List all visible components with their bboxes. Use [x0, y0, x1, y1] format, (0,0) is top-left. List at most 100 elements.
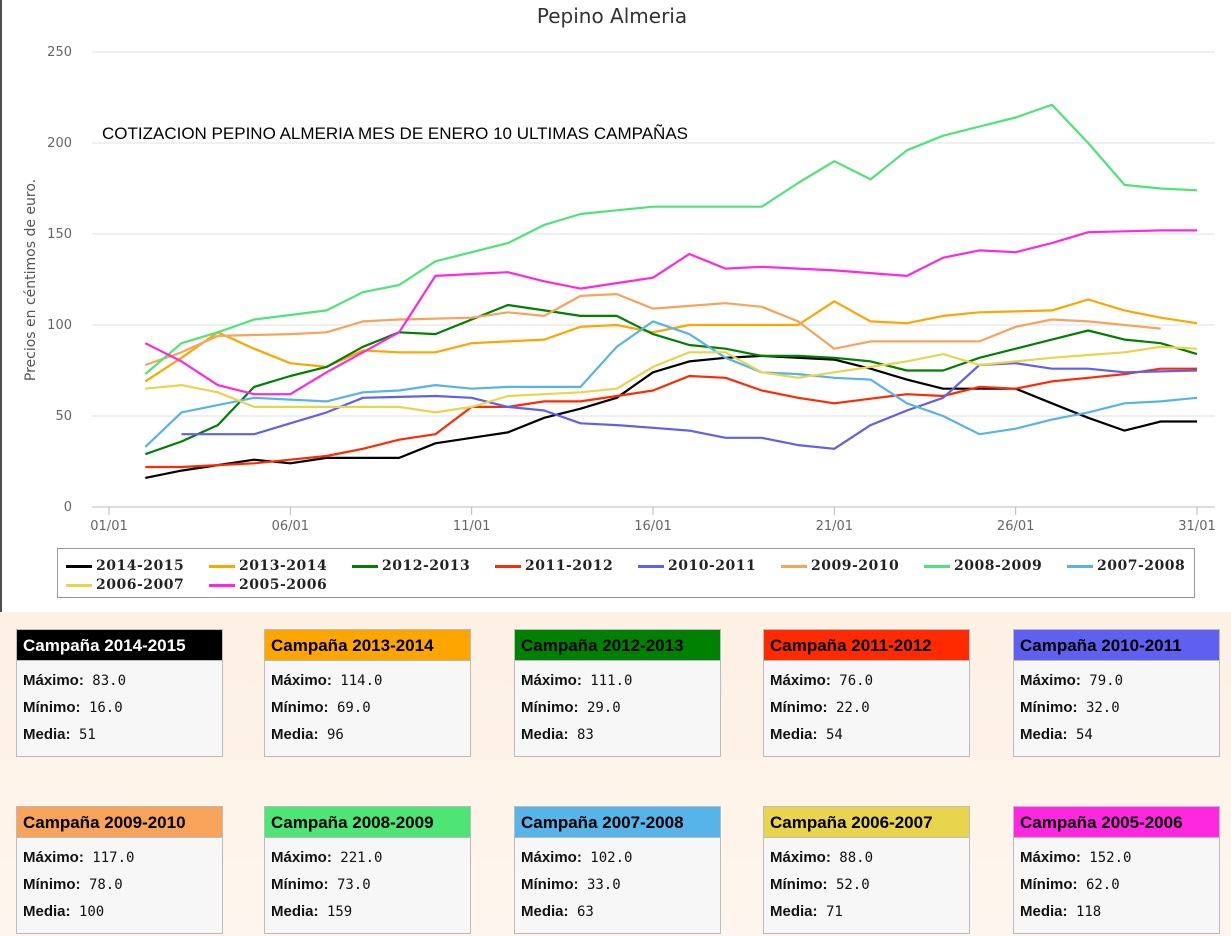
legend-swatch — [209, 564, 235, 568]
legend-label: 2007-2008 — [1097, 558, 1186, 574]
stat-value-max: 76.0 — [839, 673, 873, 689]
stat-label-min: Mínimo: — [521, 699, 579, 716]
legend-item-2011-2012[interactable]: 2011-2012 — [495, 557, 613, 575]
stat-row-avg: Media: 54 — [770, 721, 969, 748]
stat-row-max: Máximo: 114.0 — [271, 667, 470, 694]
campaign-stat-body: Máximo: 114.0 Mínimo: 69.0 Media: 96 — [264, 661, 471, 757]
stat-label-max: Máximo: — [23, 849, 84, 866]
y-tick-label: 150 — [47, 227, 72, 242]
legend-item-2009-2010[interactable]: 2009-2010 — [781, 557, 899, 575]
stat-value-max: 83.0 — [92, 673, 126, 689]
stat-label-avg: Media: — [770, 903, 818, 920]
legend-item-2010-2011[interactable]: 2010-2011 — [638, 557, 756, 575]
chart-annotation: COTIZACION PEPINO ALMERIA MES DE ENERO 1… — [102, 124, 688, 143]
campaign-stat-card: Campaña 2008-2009 Máximo: 221.0 Mínimo: 73… — [264, 806, 471, 934]
legend-swatch — [209, 583, 235, 587]
series-line-2009-2010 — [144, 293, 1161, 367]
legend-label: 2010-2011 — [668, 558, 757, 574]
stat-row-max: Máximo: 111.0 — [521, 667, 720, 694]
stat-label-min: Mínimo: — [770, 699, 828, 716]
series-line-2011-2012 — [145, 367, 1197, 469]
campaign-stat-title: Campaña 2007-2008 — [514, 806, 721, 838]
campaign-stat-card: Campaña 2012-2013 Máximo: 111.0 Mínimo: 29… — [514, 629, 721, 757]
stat-value-avg: 159 — [326, 904, 353, 920]
legend-label: 2009-2010 — [811, 558, 900, 574]
stat-row-avg: Media: 100 — [23, 898, 222, 925]
series-line-2005-2006 — [144, 229, 1197, 396]
stat-label-avg: Media: — [521, 903, 569, 920]
stat-label-min: Mínimo: — [23, 699, 81, 716]
legend-label: 2006-2007 — [96, 577, 185, 593]
y-axis-label: Precios en céntimos de euro. — [23, 179, 39, 381]
legend-item-2008-2009[interactable]: 2008-2009 — [924, 557, 1042, 575]
campaign-stat-title: Campaña 2010-2011 — [1013, 629, 1220, 661]
x-tick-label: 06/01 — [272, 519, 309, 534]
campaign-stat-card: Campaña 2007-2008 Máximo: 102.0 Mínimo: 33… — [514, 806, 721, 934]
legend-swatch — [66, 583, 92, 587]
x-tick-label: 11/01 — [453, 519, 490, 534]
stat-label-min: Mínimo: — [1020, 876, 1078, 893]
legend-label: 2011-2012 — [525, 558, 614, 574]
legend-swatch — [495, 564, 521, 568]
stat-row-min: Mínimo: 16.0 — [23, 694, 222, 721]
campaign-stat-body: Máximo: 79.0 Mínimo: 32.0 Media: 54 — [1013, 661, 1220, 757]
stat-row-avg: Media: 96 — [271, 721, 470, 748]
stat-row-min: Mínimo: 29.0 — [521, 694, 720, 721]
line-chart: Pepino Almeria COTIZACION PEPINO ALMERIA… — [23, 4, 1216, 534]
stat-value-avg: 118 — [1075, 904, 1102, 920]
stat-value-max: 152.0 — [1089, 850, 1132, 866]
stat-label-min: Mínimo: — [271, 876, 329, 893]
legend-swatch — [924, 564, 950, 568]
stat-label-avg: Media: — [1020, 903, 1068, 920]
stat-label-min: Mínimo: — [23, 876, 81, 893]
stat-value-avg: 51 — [78, 727, 96, 743]
stat-label-max: Máximo: — [271, 672, 332, 689]
stat-label-avg: Media: — [770, 726, 818, 743]
stat-row-max: Máximo: 152.0 — [1020, 844, 1219, 871]
legend-item-2013-2014[interactable]: 2013-2014 — [209, 557, 327, 575]
legend-label: 2013-2014 — [239, 558, 328, 574]
stat-value-min: 69.0 — [336, 700, 371, 716]
campaign-stat-card: Campaña 2006-2007 Máximo: 88.0 Mínimo: 52.… — [763, 806, 970, 934]
legend-item-2007-2008[interactable]: 2007-2008 — [1067, 557, 1185, 575]
legend-item-2006-2007[interactable]: 2006-2007 — [66, 576, 184, 594]
series-layer — [144, 103, 1198, 479]
stat-label-max: Máximo: — [1020, 672, 1081, 689]
stat-row-max: Máximo: 88.0 — [770, 844, 969, 871]
legend-label: 2008-2009 — [954, 558, 1043, 574]
stat-row-min: Mínimo: 22.0 — [770, 694, 969, 721]
stat-row-avg: Media: 51 — [23, 721, 222, 748]
stat-row-avg: Media: 63 — [521, 898, 720, 925]
stat-row-avg: Media: 118 — [1020, 898, 1219, 925]
campaign-stat-body: Máximo: 83.0 Mínimo: 16.0 Media: 51 — [16, 661, 223, 757]
stat-row-max: Máximo: 79.0 — [1020, 667, 1219, 694]
stat-row-min: Mínimo: 33.0 — [521, 871, 720, 898]
stat-label-min: Mínimo: — [521, 876, 579, 893]
legend-item-2014-2015[interactable]: 2014-2015 — [66, 557, 184, 575]
x-tick-label: 21/01 — [816, 519, 853, 534]
campaign-stat-card: Campaña 2014-2015 Máximo: 83.0 Mínimo: 16.… — [16, 629, 223, 757]
stat-row-min: Mínimo: 69.0 — [271, 694, 470, 721]
legend-item-2005-2006[interactable]: 2005-2006 — [209, 576, 327, 594]
campaign-stat-body: Máximo: 76.0 Mínimo: 22.0 Media: 54 — [763, 661, 970, 757]
stat-row-avg: Media: 71 — [770, 898, 969, 925]
legend-item-2012-2013[interactable]: 2012-2013 — [352, 557, 470, 575]
series-line-2007-2008 — [144, 320, 1198, 448]
stat-label-min: Mínimo: — [770, 876, 828, 893]
stat-value-avg: 96 — [326, 727, 344, 743]
stat-label-max: Máximo: — [770, 672, 831, 689]
legend-label: 2012-2013 — [382, 558, 471, 574]
stat-value-max: 111.0 — [590, 673, 633, 689]
campaign-stat-card: Campaña 2005-2006 Máximo: 152.0 Mínimo: 62… — [1013, 806, 1220, 934]
stat-value-min: 29.0 — [586, 700, 621, 716]
campaign-stat-title: Campaña 2008-2009 — [264, 806, 471, 838]
stat-label-avg: Media: — [1020, 726, 1068, 743]
stat-value-min: 32.0 — [1085, 700, 1120, 716]
stat-row-max: Máximo: 117.0 — [23, 844, 222, 871]
stat-label-avg: Media: — [23, 726, 71, 743]
campaign-stat-card: Campaña 2010-2011 Máximo: 79.0 Mínimo: 32.… — [1013, 629, 1220, 757]
stat-value-avg: 63 — [576, 904, 594, 920]
y-tick-label: 0 — [64, 500, 72, 515]
campaign-stat-title: Campaña 2009-2010 — [16, 806, 223, 838]
x-tick-label: 16/01 — [634, 519, 671, 534]
